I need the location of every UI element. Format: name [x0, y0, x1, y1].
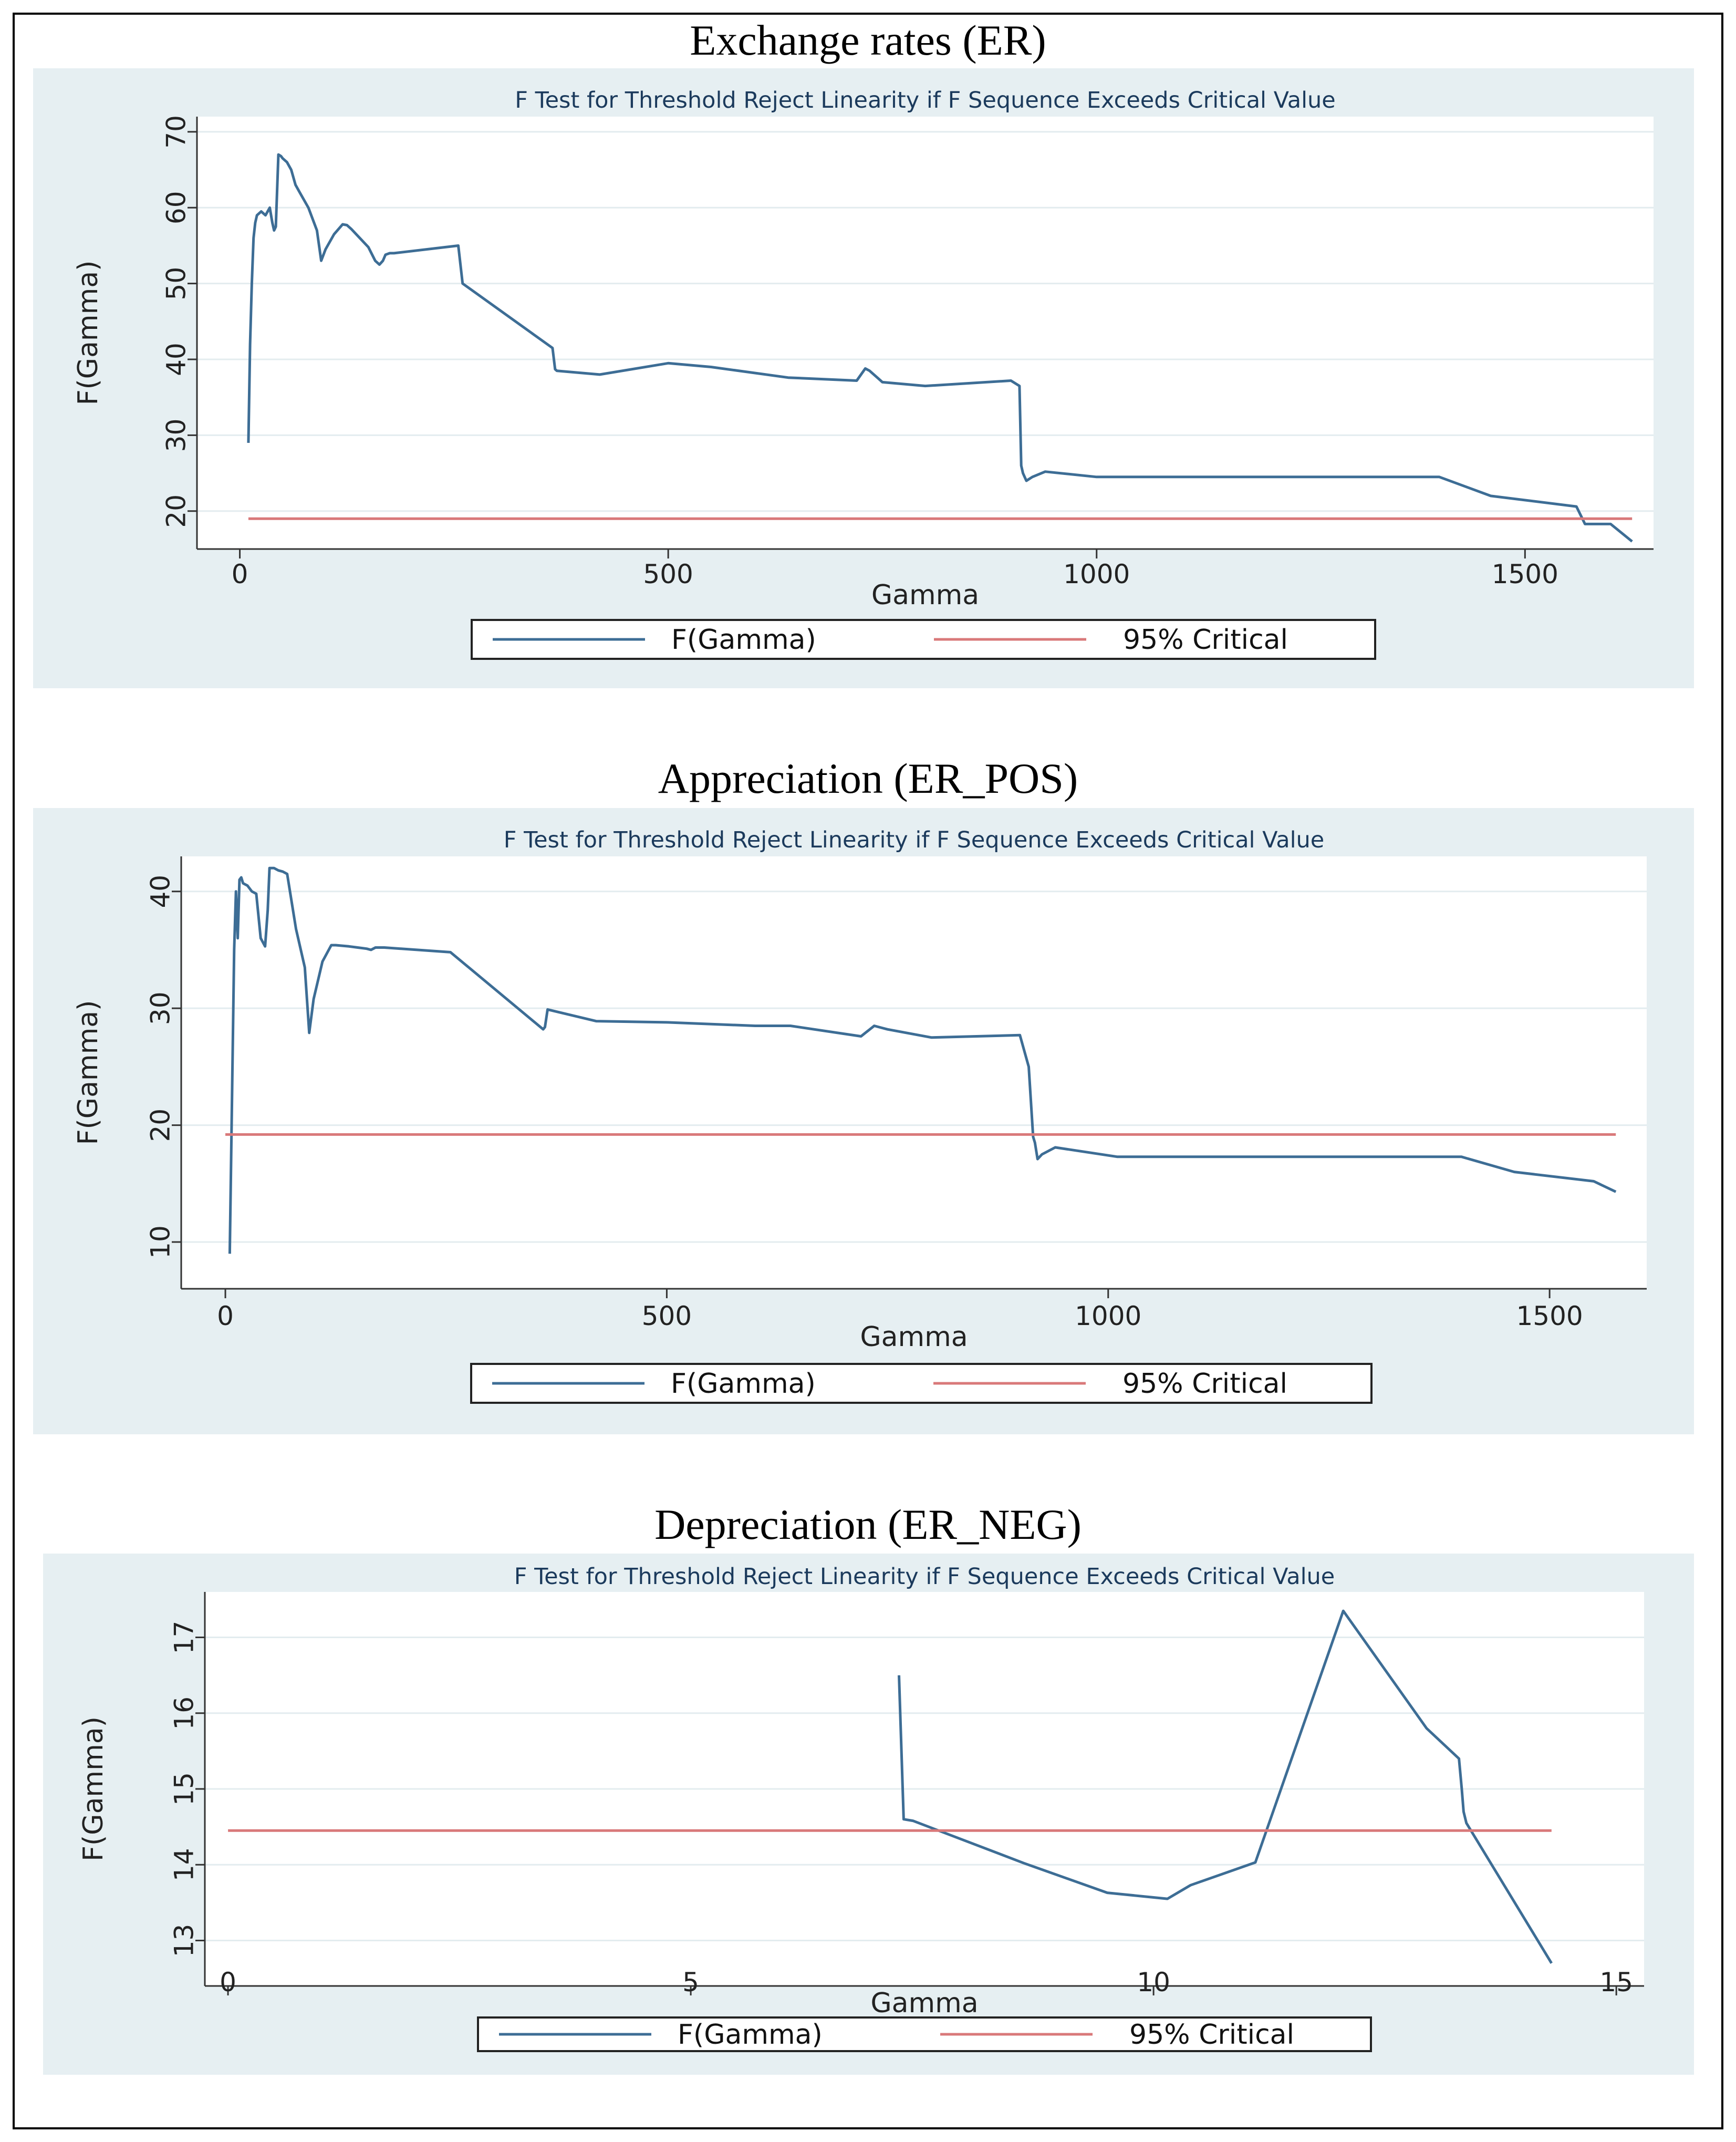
series-line-f-gamma	[228, 866, 1617, 1254]
y-tick-label: 17	[169, 1621, 200, 1654]
y-tick-label: 20	[161, 494, 192, 528]
x-tick-label: 5	[682, 1967, 699, 1998]
y-tick-label: 30	[161, 419, 192, 452]
x-tick-label: 1500	[1516, 1301, 1583, 1331]
y-axis-title: F(Gamma)	[72, 1000, 104, 1145]
x-tick-label: 1000	[1063, 559, 1130, 589]
x-tick-label: 1000	[1075, 1301, 1141, 1331]
y-tick-label: 20	[145, 1109, 176, 1142]
figure-title-er: Exchange rates (ER)	[690, 16, 1046, 64]
y-axis-title: F(Gamma)	[72, 261, 104, 406]
y-tick-label: 50	[161, 267, 192, 301]
x-tick-label: 500	[642, 1301, 692, 1331]
y-tick-label: 15	[169, 1772, 200, 1806]
series-line-f-gamma	[247, 153, 1633, 543]
plot-title: F Test for Threshold Reject Linearity if…	[504, 827, 1325, 853]
figure-frame	[13, 13, 1723, 2129]
x-axis-title: Gamma	[870, 1988, 978, 2019]
y-tick-label: 70	[161, 115, 192, 149]
legend-label-f-gamma: F(Gamma)	[671, 624, 816, 656]
y-tick-label: 40	[161, 343, 192, 376]
plot-title: F Test for Threshold Reject Linearity if…	[515, 87, 1336, 113]
x-tick-label: 15	[1599, 1967, 1633, 1998]
x-tick-label: 10	[1137, 1967, 1170, 1998]
series-line-f-gamma	[898, 1609, 1553, 1964]
figure-title-er-neg: Depreciation (ER_NEG)	[654, 1501, 1082, 1548]
x-tick-label: 0	[232, 559, 248, 589]
y-tick-label: 16	[169, 1696, 200, 1730]
x-axis-title: Gamma	[860, 1321, 968, 1353]
y-tick-label: 10	[145, 1225, 176, 1259]
legend-label-critical: 95% Critical	[1129, 2019, 1294, 2051]
x-tick-label: 1500	[1492, 559, 1558, 589]
plot-title: F Test for Threshold Reject Linearity if…	[514, 1564, 1335, 1590]
x-tick-label: 500	[643, 559, 693, 589]
figure-title-er-pos: Appreciation (ER_POS)	[658, 754, 1078, 802]
x-axis-title: Gamma	[871, 580, 979, 611]
y-tick-label: 14	[169, 1848, 200, 1881]
y-tick-label: 60	[161, 191, 192, 224]
x-tick-label: 0	[220, 1967, 236, 1998]
legend-label-critical: 95% Critical	[1123, 624, 1288, 656]
legend-label-f-gamma: F(Gamma)	[678, 2019, 823, 2051]
y-axis-title: F(Gamma)	[78, 1716, 109, 1861]
legend-label-f-gamma: F(Gamma)	[671, 1368, 816, 1400]
x-tick-label: 0	[217, 1301, 234, 1331]
y-tick-label: 13	[169, 1924, 200, 1958]
y-tick-label: 40	[145, 875, 176, 908]
plot-area	[181, 856, 1647, 1289]
y-tick-label: 30	[145, 991, 176, 1025]
legend-label-critical: 95% Critical	[1122, 1368, 1287, 1400]
